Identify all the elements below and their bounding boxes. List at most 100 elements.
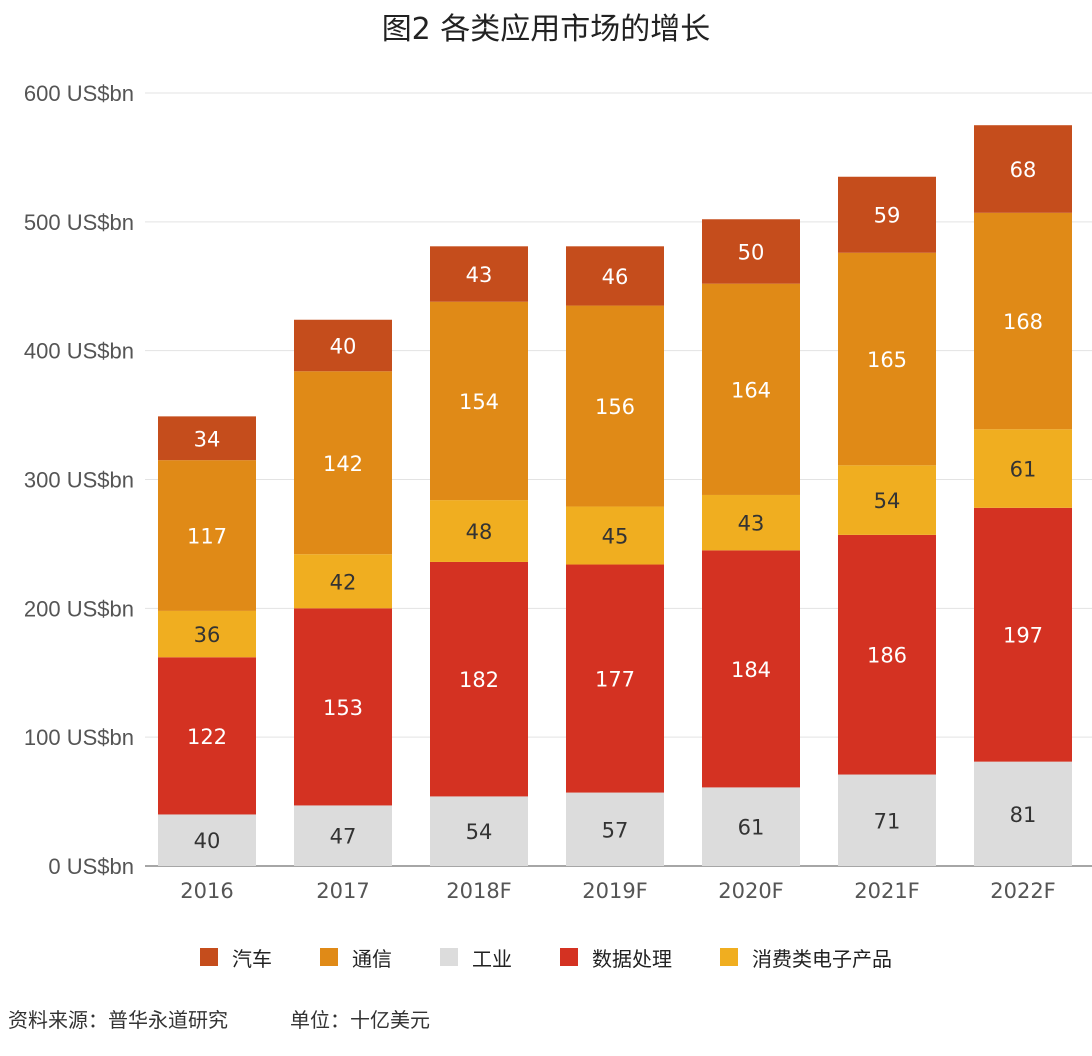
bar-segment bbox=[158, 460, 256, 611]
bar-segment bbox=[158, 416, 256, 461]
legend: 汽车 通信 工业 数据处理 消费类电子产品 bbox=[0, 942, 1092, 972]
x-tick-label: 2022F bbox=[990, 879, 1056, 903]
data-label: 54 bbox=[466, 820, 493, 844]
legend-swatch bbox=[720, 948, 738, 966]
data-label: 197 bbox=[1003, 624, 1043, 648]
bar-segment bbox=[974, 761, 1072, 866]
data-label: 50 bbox=[738, 240, 765, 264]
y-axis-ticks: 0 US$bn 100 US$bn 200 US$bn 300 US$bn 400 US… bbox=[24, 81, 134, 879]
data-label: 40 bbox=[330, 335, 357, 359]
bar-segment bbox=[566, 246, 664, 306]
x-tick-label: 2018F bbox=[446, 879, 512, 903]
bar-segment bbox=[702, 550, 800, 788]
x-axis-ticks: 2016 2017 2018F 2019F 2020F 2021F 2022F bbox=[180, 879, 1055, 903]
bar-segment bbox=[294, 319, 392, 372]
legend-swatch bbox=[320, 948, 338, 966]
legend-label: 消费类电子产品 bbox=[752, 946, 892, 971]
x-tick-label: 2021F bbox=[854, 879, 920, 903]
bar-segment bbox=[974, 507, 1072, 762]
bar-segment bbox=[430, 301, 528, 501]
data-label: 48 bbox=[466, 520, 493, 544]
bar-segment bbox=[430, 561, 528, 797]
bar-segment bbox=[566, 792, 664, 866]
chart-title: 图2 各类应用市场的增长 bbox=[381, 12, 711, 47]
data-label: 142 bbox=[323, 452, 363, 476]
bar-segment bbox=[566, 564, 664, 793]
data-label: 57 bbox=[602, 818, 629, 842]
legend-swatch bbox=[200, 948, 218, 966]
data-label: 43 bbox=[466, 263, 493, 287]
bar-segment bbox=[702, 787, 800, 866]
y-tick-label: 600 US$bn bbox=[24, 81, 134, 106]
bar-segment bbox=[838, 774, 936, 866]
footer: 资料来源：普华永道研究 单位：十亿美元 bbox=[8, 1004, 492, 1033]
y-tick-label: 400 US$bn bbox=[24, 339, 134, 364]
data-label: 34 bbox=[194, 427, 221, 451]
data-label: 43 bbox=[738, 512, 765, 536]
source-note: 资料来源：普华永道研究 bbox=[8, 1008, 228, 1032]
bar-segment bbox=[158, 657, 256, 815]
data-label: 184 bbox=[731, 658, 771, 682]
bar-segment bbox=[838, 465, 936, 535]
data-label: 165 bbox=[867, 348, 907, 372]
data-label: 68 bbox=[1010, 158, 1037, 182]
legend-swatch bbox=[560, 948, 578, 966]
data-label: 61 bbox=[1010, 458, 1037, 482]
data-label: 81 bbox=[1010, 803, 1037, 827]
bar-segment bbox=[566, 305, 664, 507]
bar-segment bbox=[158, 814, 256, 866]
bar-segment bbox=[294, 554, 392, 609]
bar-segment bbox=[430, 500, 528, 562]
y-tick-label: 500 US$bn bbox=[24, 210, 134, 235]
bar-segment bbox=[974, 429, 1072, 508]
bar-segment bbox=[158, 610, 256, 658]
bars: 40 122 36 117 34 47 153 42 142 40 54 182 48 154 43 57 17… bbox=[158, 125, 1072, 866]
data-label: 59 bbox=[874, 204, 901, 228]
legend-swatch bbox=[440, 948, 458, 966]
data-label: 46 bbox=[602, 265, 629, 289]
data-label: 182 bbox=[459, 668, 499, 692]
data-label: 153 bbox=[323, 696, 363, 720]
bar-segment bbox=[430, 246, 528, 302]
data-label: 61 bbox=[738, 816, 765, 840]
data-label: 45 bbox=[602, 525, 629, 549]
data-label: 40 bbox=[194, 829, 221, 853]
stacked-bar-chart: 0 US$bn 100 US$bn 200 US$bn 300 US$bn 400 US… bbox=[24, 81, 1092, 903]
data-label: 154 bbox=[459, 390, 499, 414]
bar-segment bbox=[974, 212, 1072, 430]
legend-item: 消费类电子产品 bbox=[720, 943, 892, 972]
legend-item: 通信 bbox=[320, 943, 392, 972]
legend-label: 汽车 bbox=[232, 946, 272, 971]
bar-segment bbox=[702, 219, 800, 284]
bar-segment bbox=[566, 506, 664, 565]
data-label: 164 bbox=[731, 378, 771, 402]
bar-segment bbox=[702, 283, 800, 495]
legend-item: 工业 bbox=[440, 943, 512, 972]
data-label: 156 bbox=[595, 395, 635, 419]
legend-label: 工业 bbox=[472, 946, 512, 971]
bar-segment bbox=[294, 371, 392, 555]
bar-segment bbox=[430, 796, 528, 866]
y-tick-label: 300 US$bn bbox=[24, 468, 134, 493]
bar-segment bbox=[838, 176, 936, 253]
y-tick-label: 100 US$bn bbox=[24, 725, 134, 750]
x-tick-label: 2016 bbox=[180, 879, 233, 903]
bar-segment bbox=[974, 125, 1072, 213]
bar-segment bbox=[294, 608, 392, 806]
data-label: 168 bbox=[1003, 310, 1043, 334]
data-label: 54 bbox=[874, 489, 901, 513]
unit-note: 单位：十亿美元 bbox=[290, 1008, 430, 1032]
y-tick-label: 200 US$bn bbox=[24, 596, 134, 621]
bar-segment bbox=[838, 252, 936, 466]
legend-item: 数据处理 bbox=[560, 943, 672, 972]
legend-label: 数据处理 bbox=[592, 946, 672, 971]
x-tick-label: 2017 bbox=[316, 879, 369, 903]
bar-segment bbox=[702, 494, 800, 551]
x-tick-label: 2020F bbox=[718, 879, 784, 903]
data-label: 186 bbox=[867, 644, 907, 668]
data-label: 42 bbox=[330, 570, 357, 594]
data-label: 122 bbox=[187, 725, 227, 749]
data-label: 117 bbox=[187, 525, 227, 549]
legend-label: 通信 bbox=[352, 946, 392, 971]
data-label: 47 bbox=[330, 825, 357, 849]
